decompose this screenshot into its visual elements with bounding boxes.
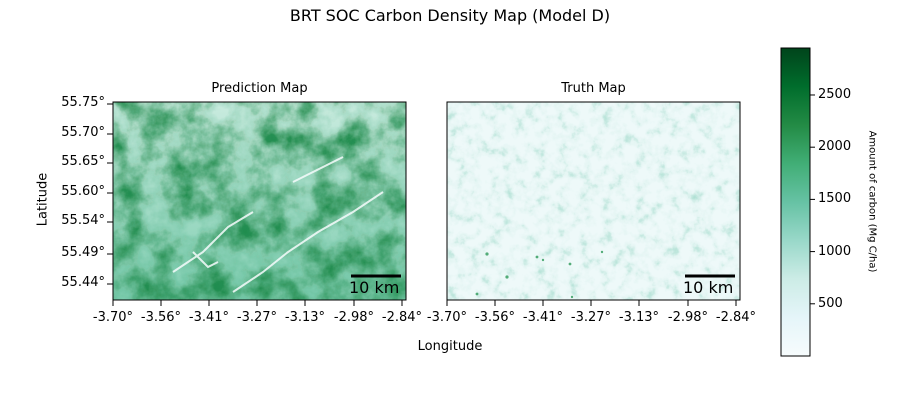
truth-map <box>446 101 741 301</box>
x-tick-label: -3.13° <box>618 310 660 325</box>
truth-map-title: Truth Map <box>561 81 626 96</box>
prediction-map-title: Prediction Map <box>211 81 308 96</box>
prediction-scalebar-label: 10 km <box>349 278 400 297</box>
x-tick-label: -3.13° <box>284 310 326 325</box>
y-tick-label: 55.44° <box>61 275 105 290</box>
colorbar <box>780 47 815 357</box>
y-tick-label: 55.60° <box>61 184 105 199</box>
x-tick-label: -2.98° <box>667 310 709 325</box>
x-tick-label: -2.98° <box>333 310 375 325</box>
x-tick-label: -3.56° <box>140 310 182 325</box>
x-axis-ticks-prediction <box>112 300 403 306</box>
x-tick-label: -2.84° <box>715 310 757 325</box>
y-tick-label: 55.75° <box>61 95 105 110</box>
colorbar-tick-label: 2500 <box>818 86 852 102</box>
x-tick-label: -3.27° <box>570 310 612 325</box>
x-tick-label: -3.41° <box>188 310 230 325</box>
colorbar-label: Amount of carbon (Mg C/ha) <box>866 130 878 273</box>
x-tick-label: -3.56° <box>474 310 516 325</box>
colorbar-tick-label: 2000 <box>818 139 852 155</box>
x-tick-label: -3.41° <box>522 310 564 325</box>
x-tick-label: -3.27° <box>236 310 278 325</box>
x-axis-ticks-truth <box>446 300 737 306</box>
prediction-map <box>112 101 407 301</box>
x-axis-label: Longitude <box>417 339 483 354</box>
truth-scalebar-label: 10 km <box>683 278 734 297</box>
figure-title: BRT SOC Carbon Density Map (Model D) <box>289 6 611 25</box>
y-axis-label: Latitude <box>35 172 51 227</box>
x-tick-label: -3.70° <box>426 310 468 325</box>
colorbar-tick-label: 1500 <box>818 191 852 207</box>
y-axis-ticks <box>107 103 113 285</box>
truth-map-hotspots <box>475 250 604 299</box>
y-tick-label: 55.70° <box>61 125 105 140</box>
colorbar-tick-label: 1000 <box>818 243 852 259</box>
y-tick-label: 55.49° <box>61 245 105 260</box>
x-tick-label: -3.70° <box>92 310 134 325</box>
x-tick-label: -2.84° <box>381 310 423 325</box>
y-tick-label: 55.54° <box>61 213 105 228</box>
colorbar-tick-label: 500 <box>818 295 843 311</box>
river-valleys <box>172 156 384 293</box>
y-tick-label: 55.65° <box>61 154 105 169</box>
